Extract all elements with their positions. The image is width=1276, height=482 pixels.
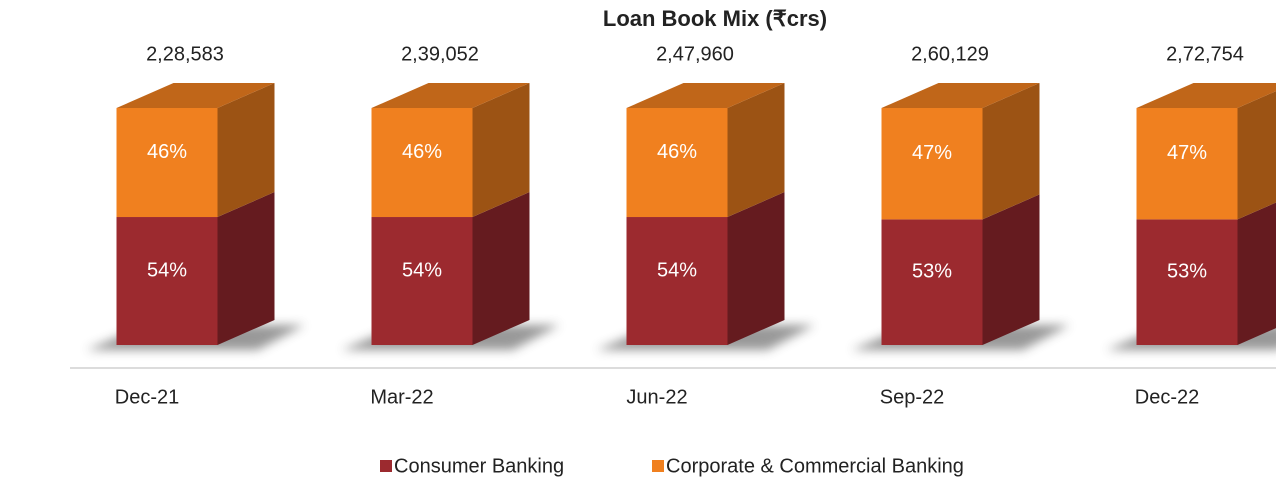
x-tick-label: Jun-22 [626,386,687,408]
bar-side [1237,202,1276,345]
data-label: 47% [912,142,952,164]
data-label: 54% [402,259,442,281]
x-tick-label: Mar-22 [370,386,433,408]
legend-label: Consumer Banking [394,455,564,477]
bar [1136,219,1238,345]
bar-side [217,83,275,218]
data-label: 54% [147,259,187,281]
bar-side [727,192,785,345]
data-label: 54% [657,259,697,281]
bar-side [982,83,1040,220]
bar-side [217,192,275,345]
bar [371,108,473,218]
total-label: 2,28,583 [146,43,224,65]
bar-top [371,83,530,108]
bar-top [116,83,275,108]
bar-side [472,83,530,218]
chart-title: Loan Book Mix (₹crs) [603,6,827,31]
bar [626,108,728,218]
bar [626,217,728,345]
x-tick-label: Dec-22 [1135,386,1199,408]
data-label: 53% [1167,260,1207,282]
bar-top [1136,83,1276,108]
legend-swatch [380,460,392,472]
bar [116,108,218,218]
bar [881,108,983,220]
data-label: 46% [147,141,187,163]
total-label: 2,47,960 [656,43,734,65]
bar-side [727,83,785,218]
bar-side [472,192,530,345]
total-label: 2,39,052 [401,43,479,65]
data-label: 46% [402,141,442,163]
bar-top [881,83,1040,108]
bar [1136,108,1238,220]
legend-label: Corporate & Commercial Banking [666,455,964,477]
total-label: 2,60,129 [911,43,989,65]
bar-side [1237,91,1276,220]
data-label: 47% [1167,142,1207,164]
bar [116,217,218,345]
x-tick-label: Dec-21 [115,386,179,408]
x-tick-label: Sep-22 [880,386,945,408]
bar [371,217,473,345]
bar-side [982,194,1040,345]
bar-top [626,83,785,108]
total-label: 2,72,754 [1166,43,1244,65]
data-label: 46% [657,141,697,163]
bar [881,219,983,345]
legend-swatch [652,460,664,472]
data-label: 53% [912,260,952,282]
